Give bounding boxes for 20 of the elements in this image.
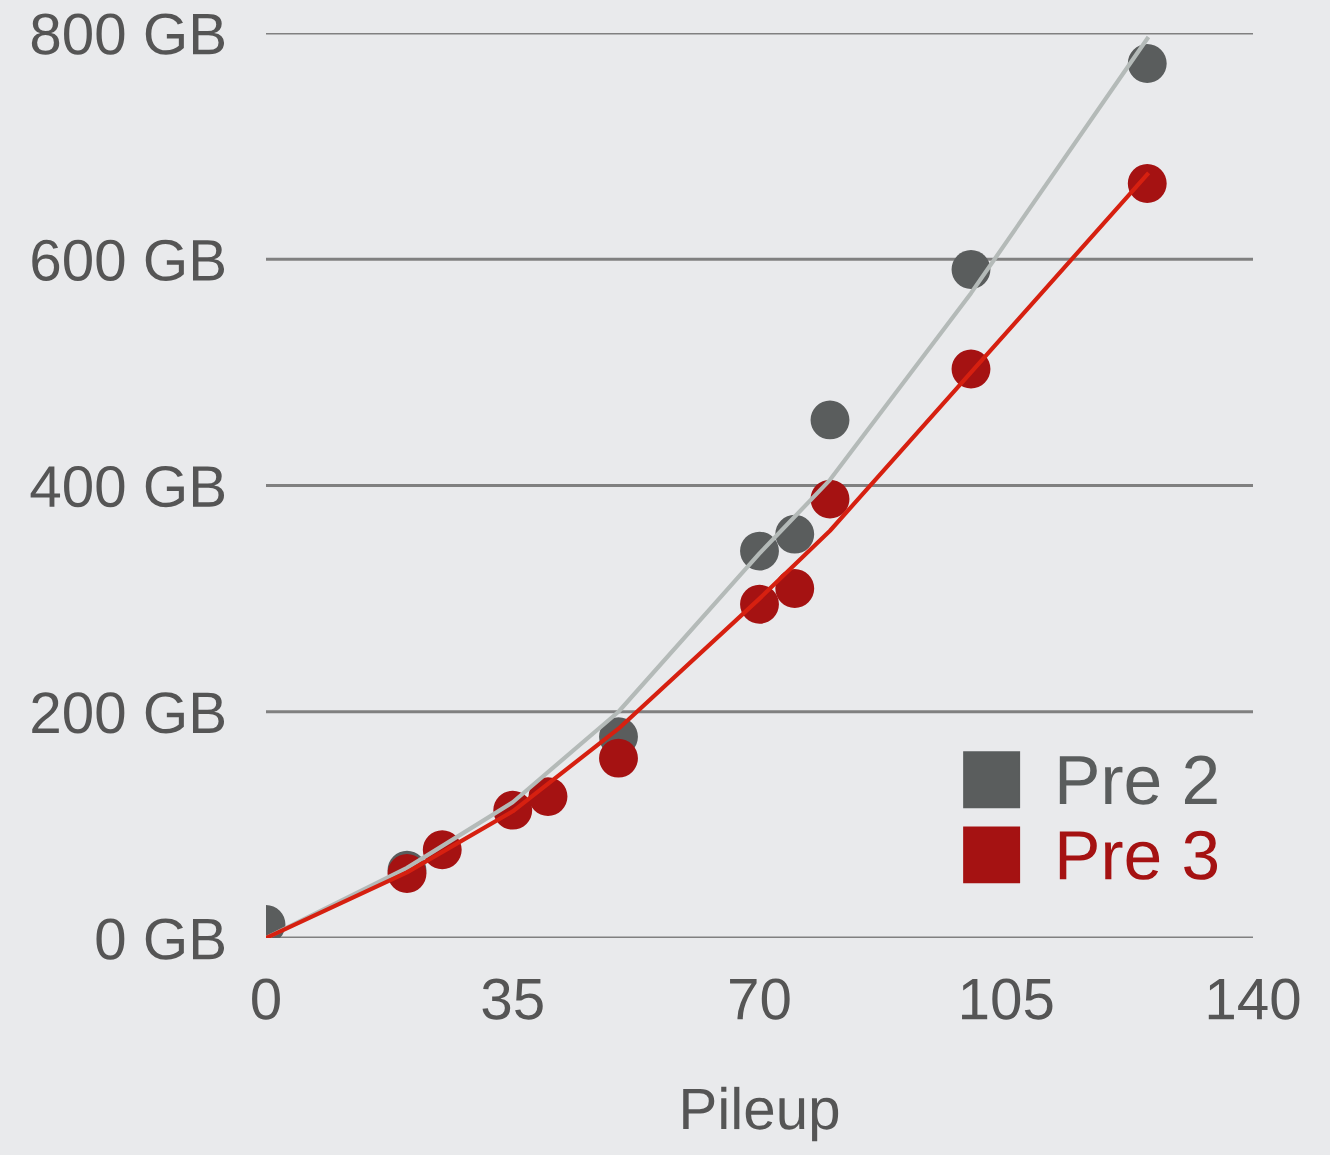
y-tick-label: 200 GB: [32, 692, 225, 734]
point: [951, 249, 991, 289]
x-tick-label: 35: [482, 978, 543, 1020]
y-tick-label: 800 GB: [31, 13, 225, 55]
y-tick-label: 600 GB: [32, 239, 225, 281]
x-tick-label: 140: [1208, 978, 1300, 1020]
y-tick-label: 0 GB: [96, 918, 225, 960]
x-tick-label: 105: [962, 978, 1053, 1020]
point: [810, 479, 850, 519]
point: [1127, 164, 1167, 203]
y-tick-label: 400 GB: [30, 465, 225, 508]
legend-label: Pre 3: [1059, 830, 1218, 880]
x-tick-label: 70: [730, 978, 790, 1020]
point: [810, 400, 850, 440]
legend-label: Pre 2: [1059, 755, 1217, 805]
point: [1127, 44, 1167, 83]
x-axis-title: Pileup: [683, 1086, 839, 1142]
x-tick-label: 0: [252, 978, 280, 1020]
point: [599, 738, 638, 778]
point: [775, 569, 815, 608]
